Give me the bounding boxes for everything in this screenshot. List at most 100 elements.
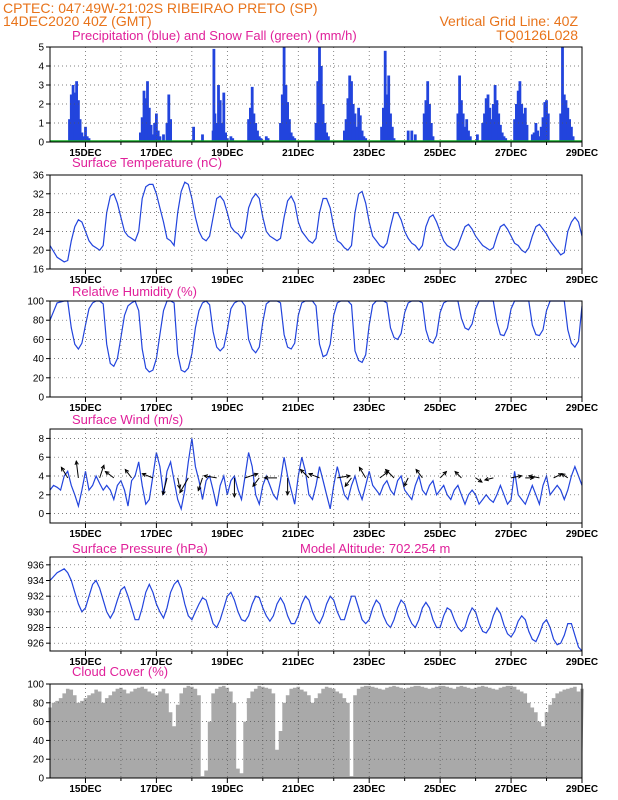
wind-date-label: 23DEC — [353, 529, 385, 540]
precip-bar — [532, 132, 536, 142]
precip-bar — [536, 130, 540, 142]
precip-bar — [422, 113, 426, 142]
precip-bar — [348, 75, 352, 142]
wind-arrow — [99, 464, 105, 479]
wind-arrow-shaft — [244, 473, 258, 479]
precip-bar — [327, 136, 330, 142]
temp-marks — [49, 181, 583, 263]
precip-bar — [280, 94, 284, 142]
wind-arrow-head — [232, 492, 237, 498]
precip-bar — [380, 126, 383, 142]
wind-arrow-head — [454, 470, 460, 476]
precip-bar — [518, 81, 522, 142]
precip-bar — [481, 123, 485, 142]
precip-bar — [525, 124, 529, 142]
precip-bar — [158, 136, 162, 142]
precip-bar — [323, 123, 327, 142]
precip-bar — [429, 123, 433, 142]
precip-bar — [319, 66, 323, 142]
precip-bar — [504, 138, 508, 142]
precip-bar — [222, 92, 226, 142]
precip-panel: 0 1 2 3 4 5 15DEC 17DEC 19DEC 21DEC 23DEC 25DEC 27DE… — [38, 43, 598, 160]
precip-bar — [406, 130, 410, 142]
precip-bar — [561, 47, 564, 142]
wind-arrow — [124, 468, 132, 479]
precip-bar — [351, 104, 355, 142]
precip-bar — [523, 107, 527, 142]
header-station: CPTEC: 047:49W-21:02S RIBEIRAO PRETO (SP… — [3, 0, 318, 16]
wind-arrow-shaft — [475, 477, 483, 483]
precip-bar — [192, 126, 195, 142]
precip-bar — [353, 113, 357, 142]
wind-ytick-label: 2 — [38, 490, 44, 501]
wind-arrow — [74, 459, 79, 478]
wind-arrow-shaft — [252, 477, 260, 487]
wind-arrow — [510, 474, 523, 479]
wind-arrow-shaft — [561, 473, 569, 479]
wind-arrow-head — [517, 474, 523, 479]
wind-arrow-shaft — [337, 475, 350, 479]
wind-arrow-shaft — [162, 477, 168, 495]
wind-arrow — [384, 468, 395, 479]
wind-arrow — [439, 470, 448, 479]
wind-arrow-head — [179, 488, 184, 494]
humidity-marks — [49, 300, 583, 373]
wind-arrow-head — [285, 490, 290, 496]
wind-arrow-head — [403, 482, 408, 488]
humidity-panel: 0 20 40 60 80 100 15DEC 17DEC 19DEC 21DEC 23DEC 25D… — [27, 297, 598, 415]
temp-date-label: 27DEC — [495, 275, 527, 286]
precip-bar — [428, 104, 431, 142]
wind-arrow-shaft — [179, 477, 189, 493]
precip-ytick-label: 1 — [38, 119, 44, 130]
cloud-ytick-label: 20 — [33, 755, 45, 766]
precip-bar — [144, 98, 148, 142]
temp-border — [49, 174, 583, 270]
precip-ytick-label: 5 — [38, 43, 44, 54]
wind-arrow — [197, 477, 203, 492]
precip-bar — [316, 81, 320, 142]
cloud-date-label: 29DEC — [566, 784, 598, 795]
precip-bar — [499, 124, 502, 142]
precip-bar — [543, 102, 547, 142]
precip-bar — [149, 124, 153, 142]
precip-bar — [461, 113, 465, 142]
humidity-line — [49, 300, 583, 373]
wind-arrow-shaft — [385, 469, 395, 479]
cloud-marks — [48, 685, 584, 778]
precip-bar — [87, 138, 91, 142]
precip-bar — [382, 107, 385, 142]
pressure-line — [49, 568, 583, 652]
precip-bar — [218, 100, 222, 142]
precip-bar — [383, 50, 387, 142]
humidity-date-label: 19DEC — [211, 403, 243, 414]
precip-bar — [463, 126, 467, 142]
pressure-altitude: Model Altitude: 702.254 m — [300, 541, 450, 556]
precip-bar — [568, 119, 571, 142]
cloud-cover-area — [48, 685, 584, 778]
wind-panel: 0 2 4 6 8 15DEC 17DEC 19DEC 21DEC 23DEC 25DEC 27DEC… — [38, 428, 598, 540]
wind-arrow — [454, 470, 462, 479]
precip-bar — [530, 134, 534, 142]
precip-bar — [215, 123, 219, 142]
wind-arrow-head — [477, 478, 483, 483]
wind-arrow-head — [358, 466, 363, 472]
precip-bar — [467, 130, 470, 142]
precip-bar — [426, 81, 430, 142]
wind-arrow-head — [307, 472, 314, 477]
wind-date-label: 19DEC — [211, 529, 243, 540]
wind-arrow-head — [124, 468, 130, 474]
wind-arrow-head — [202, 474, 209, 479]
cloud-ytick-label: 40 — [33, 736, 45, 747]
wind-arrow-shaft — [177, 477, 181, 489]
temp-panel: 16 20 24 28 32 36 15DEC 17DEC 19DEC 21DEC 23DEC 25D… — [33, 171, 598, 287]
cloud-ytick-label: 0 — [38, 774, 44, 785]
cloud-border — [49, 683, 583, 779]
cloud-date-label: 23DEC — [353, 784, 385, 795]
wind-arrow-shaft — [439, 471, 447, 479]
precip-bar — [73, 92, 77, 142]
precip-bar — [559, 113, 563, 142]
precip-bar — [355, 126, 359, 142]
wind-arrow — [252, 477, 260, 488]
humidity-border — [49, 300, 583, 398]
precip-bar — [75, 81, 78, 142]
